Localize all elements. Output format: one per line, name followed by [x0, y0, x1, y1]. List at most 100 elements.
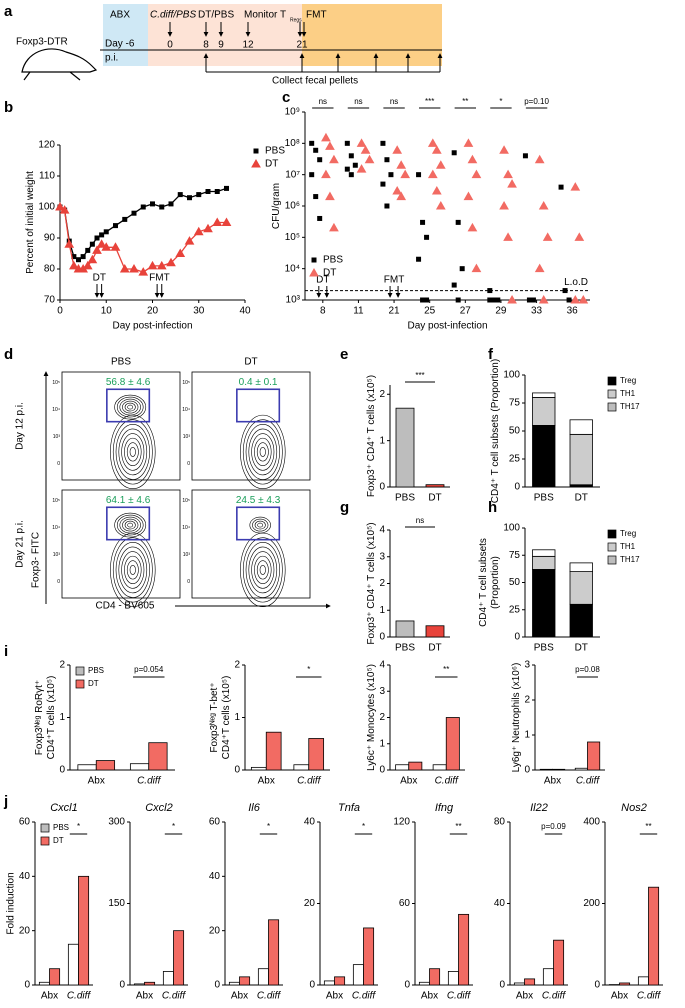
point [364, 154, 375, 164]
y-tick-label: 40 [209, 871, 221, 882]
point [175, 248, 186, 257]
x-tick-label: 40 [239, 306, 251, 317]
point [380, 140, 386, 146]
point [495, 297, 501, 303]
contour [118, 546, 148, 594]
x-tick-label: PBS [534, 643, 554, 654]
point [574, 232, 585, 241]
point [526, 297, 532, 303]
column-label: DT [244, 357, 257, 368]
point [507, 294, 517, 304]
point [140, 204, 146, 210]
bar [363, 927, 375, 986]
contour [112, 419, 153, 485]
line [59, 187, 227, 261]
contour [124, 555, 142, 585]
flow-tick-label: 0 [187, 579, 190, 585]
point [313, 147, 319, 153]
point [463, 138, 474, 147]
y-tick-label: 400 [583, 817, 600, 828]
point [424, 297, 430, 303]
y-tick-label: 4 [379, 525, 385, 536]
bar [78, 875, 90, 986]
point [416, 256, 422, 262]
sig-label: *** [415, 371, 424, 380]
contour [249, 516, 271, 534]
point [538, 200, 549, 210]
sig-label: ns [416, 516, 424, 525]
bar [162, 971, 174, 986]
gate [236, 506, 281, 541]
legend-label: PBS [265, 146, 285, 157]
point [467, 222, 478, 232]
x-tick-label: 30 [193, 306, 205, 317]
point [203, 223, 213, 233]
sig-label: * [307, 665, 310, 674]
x-tick-label: C.diff [137, 776, 162, 787]
contour [254, 520, 266, 530]
y-tick-label: 20 [19, 925, 31, 936]
x-tick-label: DT [428, 493, 441, 504]
point [224, 185, 229, 191]
y-axis-label: Fold induction [6, 872, 17, 934]
y-tick-label: 2 [524, 695, 530, 706]
annotation: DT [93, 273, 106, 284]
contour [259, 565, 266, 575]
x-tick-label: DT [575, 493, 588, 504]
contour [121, 551, 145, 589]
contour [245, 424, 280, 480]
y-tick-label: 0 [234, 765, 240, 776]
x-tick-label: C.diff [447, 991, 472, 1002]
point [89, 241, 95, 247]
sig-label: * [267, 822, 270, 831]
bar-segment [532, 396, 556, 426]
y-tick-label: 1 [379, 738, 385, 749]
column-label: PBS [111, 357, 131, 368]
y-tick-label: 100 [503, 523, 520, 534]
point [451, 150, 457, 156]
y-tick-label: 0 [379, 765, 385, 776]
point [570, 294, 581, 304]
point [193, 226, 204, 236]
point [82, 260, 93, 270]
bar [539, 768, 553, 771]
gate-label: 56.8 ± 4.6 [106, 377, 151, 388]
flow-tick-label: 10³ [53, 434, 61, 440]
point [309, 172, 315, 178]
y-tick-label: 10⁴ [285, 263, 300, 274]
y-axis-label: CFU/gram [271, 183, 282, 229]
x-tick-label: 8 [320, 306, 326, 317]
fmt-period [302, 4, 442, 66]
point [538, 294, 549, 304]
x-tick-label: Abx [611, 991, 628, 1002]
point [396, 191, 407, 201]
bar [458, 913, 470, 986]
y-tick-label: 40 [494, 898, 506, 909]
legend-label: TH17 [620, 402, 640, 411]
x-tick-label: 0 [57, 306, 63, 317]
y-tick-label: 0 [379, 632, 385, 643]
point [55, 201, 65, 211]
bar-segment [532, 569, 556, 638]
sig-label: ns [354, 97, 362, 106]
y-tick-label: 3 [524, 660, 530, 671]
legend-marker [253, 148, 259, 154]
flow-tick-label: 10³ [183, 552, 191, 558]
gate-label: 64.1 ± 4.6 [106, 495, 151, 506]
sig-label: p=0.08 [575, 665, 600, 674]
bar [553, 939, 565, 986]
sig-label: p=0.10 [524, 97, 549, 106]
mouse-icon [21, 48, 98, 81]
x-tick-label: DT [428, 643, 441, 654]
bar-segment [569, 603, 593, 638]
point [522, 153, 528, 159]
y-tick-label: 120 [393, 817, 410, 828]
x-tick-label: 27 [460, 306, 472, 317]
legend-swatch [40, 836, 50, 846]
contour [242, 537, 283, 603]
y-tick-label: 200 [583, 898, 600, 909]
flow-tick-label: 10⁵ [182, 380, 190, 386]
y-tick-label: 2 [234, 660, 240, 671]
y-tick-label: 0 [24, 980, 30, 991]
